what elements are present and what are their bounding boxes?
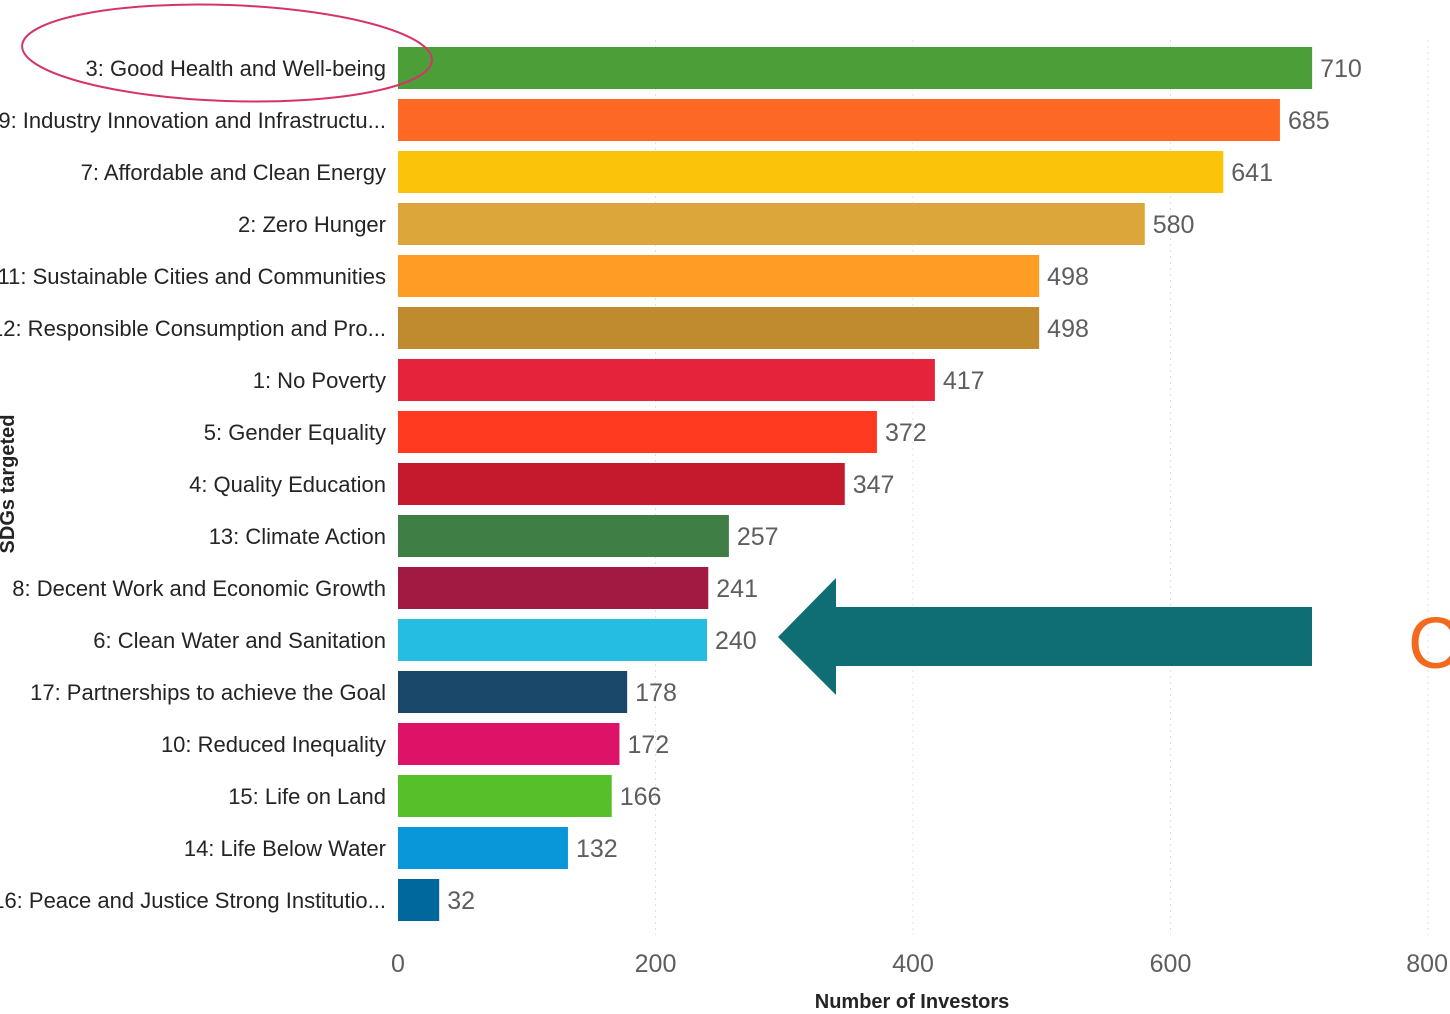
bar xyxy=(398,359,935,401)
x-tick-label: 800 xyxy=(1406,950,1448,978)
category-label: 13: Climate Action xyxy=(209,524,386,549)
category-label: 7: Affordable and Clean Energy xyxy=(81,160,386,185)
category-label: 6: Clean Water and Sanitation xyxy=(93,628,386,653)
category-label: 17: Partnerships to achieve the Goal xyxy=(30,680,386,705)
value-label: 417 xyxy=(943,367,985,395)
x-tick-label: 200 xyxy=(635,950,677,978)
value-label: 240 xyxy=(715,627,757,655)
bar xyxy=(398,879,440,921)
category-label: 8: Decent Work and Economic Growth xyxy=(12,576,386,601)
category-labels: 3: Good Health and Well-being 9: Industry… xyxy=(0,56,386,913)
value-label: 347 xyxy=(853,471,895,499)
value-label: 498 xyxy=(1047,315,1089,343)
value-label: 641 xyxy=(1231,159,1273,187)
gridlines xyxy=(655,40,1429,935)
value-label: 498 xyxy=(1047,263,1089,291)
value-label: 172 xyxy=(627,731,669,759)
category-label: 9: Industry Innovation and Infrastructu.… xyxy=(0,108,386,133)
bar xyxy=(398,99,1280,141)
bar xyxy=(398,723,620,765)
x-tick-labels: 0 200 400 600 800 xyxy=(391,950,1448,978)
value-label: 257 xyxy=(737,523,779,551)
value-label: 241 xyxy=(716,575,758,603)
x-axis-title: Number of Investors xyxy=(815,991,1009,1013)
bar xyxy=(398,619,707,661)
category-label: 3: Good Health and Well-being xyxy=(86,56,386,81)
category-label: 4: Quality Education xyxy=(189,472,386,497)
bar xyxy=(398,775,612,817)
value-label: 710 xyxy=(1320,55,1362,83)
category-label: 2: Zero Hunger xyxy=(238,212,386,237)
category-label: 10: Reduced Inequality xyxy=(161,732,386,757)
value-label: 132 xyxy=(576,835,618,863)
bar xyxy=(398,515,729,557)
highlight-ellipse xyxy=(21,3,433,103)
bar xyxy=(398,671,628,713)
cropped-text: C xyxy=(1408,604,1450,684)
bar xyxy=(398,307,1040,349)
value-label: 166 xyxy=(620,783,662,811)
y-axis-title: SDGs targeted xyxy=(0,415,19,554)
bar xyxy=(398,411,877,453)
bar xyxy=(398,827,568,869)
category-label: 14: Life Below Water xyxy=(184,836,386,861)
value-label: 580 xyxy=(1153,211,1195,239)
category-label: 12: Responsible Consumption and Pro... xyxy=(0,316,386,341)
bar xyxy=(398,203,1145,245)
bar xyxy=(398,567,709,609)
x-tick-label: 600 xyxy=(1150,950,1192,978)
value-label: 32 xyxy=(447,887,475,915)
category-label: 5: Gender Equality xyxy=(204,420,386,445)
bar xyxy=(398,47,1313,89)
x-tick-label: 400 xyxy=(892,950,934,978)
value-labels: 710 685 641 580 498 498 417 372 347 257 241 240 178 1… xyxy=(447,55,1362,915)
pointer-arrow xyxy=(778,578,1312,695)
value-label: 178 xyxy=(635,679,677,707)
x-tick-label: 0 xyxy=(391,950,405,978)
category-label: 1: No Poverty xyxy=(253,368,386,393)
bar xyxy=(398,255,1040,297)
bar xyxy=(398,463,845,505)
category-label: 15: Life on Land xyxy=(228,784,386,809)
category-label: 16: Peace and Justice Strong Institutio.… xyxy=(0,888,386,913)
value-label: 685 xyxy=(1288,107,1330,135)
category-label: 11: Sustainable Cities and Communities xyxy=(0,264,386,289)
bar xyxy=(398,151,1224,193)
bars xyxy=(398,47,1313,921)
value-label: 372 xyxy=(885,419,927,447)
